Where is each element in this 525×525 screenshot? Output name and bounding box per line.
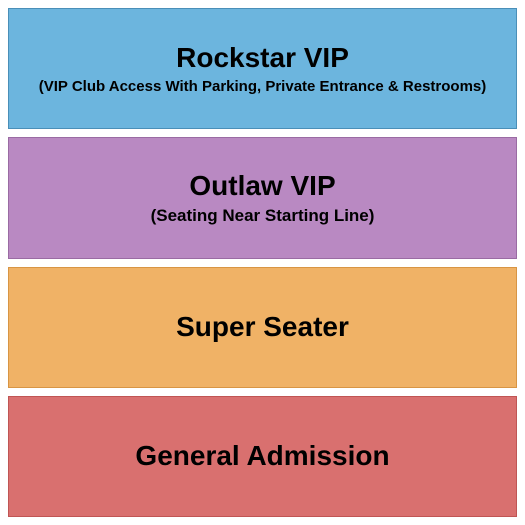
section-title: Outlaw VIP — [189, 170, 335, 202]
section-title: Rockstar VIP — [176, 42, 349, 74]
seating-section-outlaw-vip: Outlaw VIP (Seating Near Starting Line) — [8, 137, 517, 258]
section-subtitle: (VIP Club Access With Parking, Private E… — [39, 78, 487, 95]
seating-section-rockstar-vip: Rockstar VIP (VIP Club Access With Parki… — [8, 8, 517, 129]
section-title: General Admission — [135, 440, 389, 472]
section-title: Super Seater — [176, 311, 349, 343]
section-subtitle: (Seating Near Starting Line) — [151, 206, 375, 226]
seating-section-super-seater: Super Seater — [8, 267, 517, 388]
seating-section-general-admission: General Admission — [8, 396, 517, 517]
